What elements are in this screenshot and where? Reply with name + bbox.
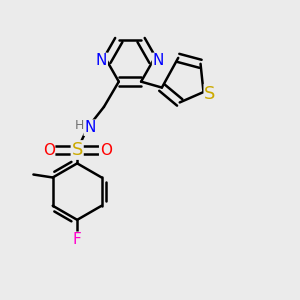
Text: O: O <box>43 142 55 158</box>
Text: S: S <box>204 85 216 103</box>
Text: F: F <box>73 232 82 247</box>
Text: N: N <box>96 53 107 68</box>
Text: H: H <box>75 119 84 132</box>
Text: N: N <box>153 53 164 68</box>
Text: N: N <box>84 120 96 135</box>
Text: O: O <box>100 142 112 158</box>
Text: S: S <box>71 141 83 159</box>
